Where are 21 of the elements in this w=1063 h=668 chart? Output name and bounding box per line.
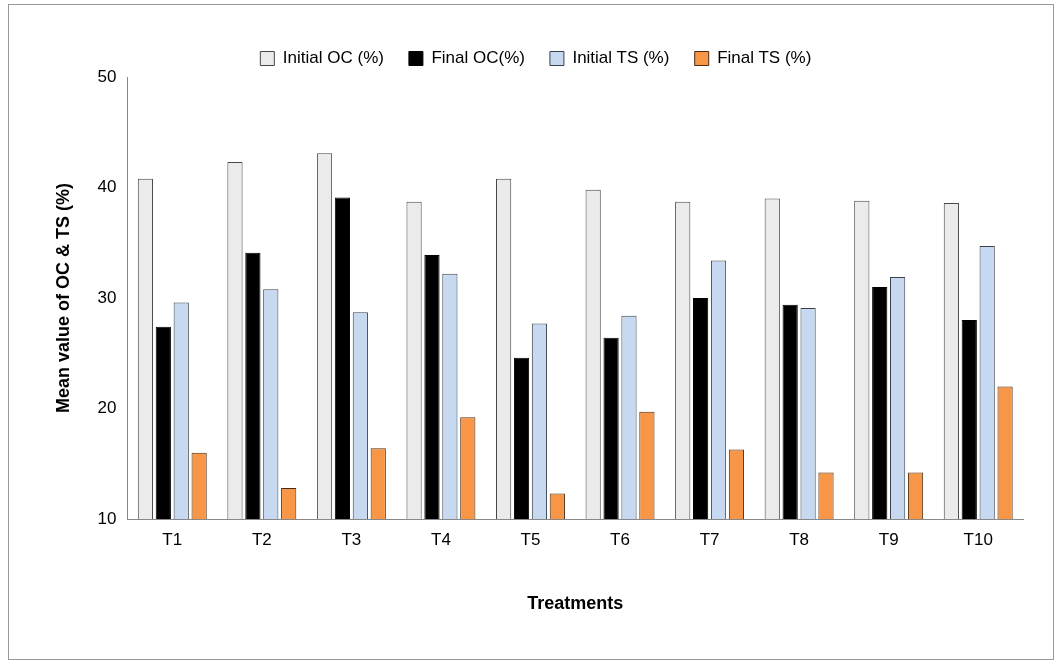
y-axis-title: Mean value of OC & TS (%) — [52, 182, 73, 414]
x-tick-label: T2 — [251, 529, 272, 549]
x-tick-label: T7 — [699, 529, 720, 549]
x-tick-label: T1 — [162, 529, 183, 549]
x-tick-label: T3 — [341, 529, 362, 549]
legend-label: Final OC(%) — [431, 48, 525, 68]
x-tick-label: T4 — [431, 529, 451, 549]
legend-label: Final TS (%) — [717, 48, 812, 68]
y-tick-label: 20 — [97, 398, 117, 418]
y-tick-label: 10 — [97, 508, 117, 528]
x-tick-label: T6 — [610, 529, 630, 549]
y-tick-label: 40 — [97, 177, 117, 197]
x-tick-label: T8 — [789, 529, 810, 549]
legend-label: Initial TS (%) — [572, 48, 670, 68]
y-tick-label: 30 — [97, 287, 117, 307]
x-axis-title: Treatments — [527, 593, 624, 614]
x-tick-label: T5 — [520, 529, 541, 549]
legend-label: Initial OC (%) — [282, 48, 384, 68]
y-tick-label: 50 — [97, 66, 117, 86]
x-tick-label: T9 — [878, 529, 899, 549]
x-tick-label: T10 — [963, 529, 993, 549]
